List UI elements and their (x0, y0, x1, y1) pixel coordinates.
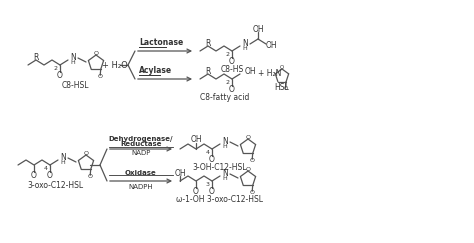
Text: + H₂N: + H₂N (258, 69, 282, 78)
Text: C8-fatty acid: C8-fatty acid (201, 93, 250, 102)
Text: N: N (60, 154, 66, 163)
Text: O: O (93, 51, 99, 56)
Text: O: O (193, 186, 199, 196)
Text: 3-OH-C12-HSL: 3-OH-C12-HSL (193, 163, 247, 172)
Text: H: H (61, 160, 65, 165)
Text: 3: 3 (206, 182, 210, 188)
Text: C8-HS: C8-HS (220, 64, 244, 73)
Text: O: O (88, 174, 93, 179)
Text: + H₂O: + H₂O (102, 61, 128, 69)
Text: N: N (222, 138, 228, 147)
Text: O: O (246, 135, 250, 140)
Text: O: O (83, 151, 89, 156)
Text: NADP: NADP (131, 150, 151, 156)
Text: O: O (98, 74, 103, 79)
Text: OH: OH (245, 68, 256, 77)
Text: NADPH: NADPH (128, 184, 153, 190)
Text: O: O (47, 171, 53, 180)
Text: 2: 2 (54, 67, 58, 71)
Text: 2: 2 (226, 52, 230, 58)
Text: H: H (71, 61, 75, 66)
Text: N: N (222, 170, 228, 179)
Text: C8-HSL: C8-HSL (61, 80, 89, 89)
Text: 3-oxo-C12-HSL: 3-oxo-C12-HSL (27, 181, 83, 190)
Text: Dehydrogenase/: Dehydrogenase/ (109, 136, 173, 142)
Text: OH: OH (190, 134, 202, 144)
Text: O: O (209, 186, 215, 196)
Text: O: O (250, 158, 255, 163)
Text: N: N (70, 53, 76, 62)
Text: H: H (223, 176, 228, 182)
Text: 4: 4 (206, 150, 210, 156)
Text: Lactonase: Lactonase (139, 38, 183, 47)
Text: OH: OH (266, 42, 278, 51)
Text: H: H (243, 46, 247, 52)
Text: ω-1-OH 3-oxo-C12-HSL: ω-1-OH 3-oxo-C12-HSL (176, 194, 264, 203)
Text: O: O (250, 190, 255, 195)
Text: R: R (33, 52, 39, 61)
Text: O: O (284, 86, 288, 91)
Text: N: N (242, 40, 248, 49)
Text: Acylase: Acylase (139, 66, 172, 75)
Text: O: O (57, 70, 63, 79)
Text: 2: 2 (226, 80, 230, 86)
Text: H: H (223, 145, 228, 149)
Text: R: R (205, 38, 210, 47)
Text: O: O (229, 85, 235, 94)
Text: 4: 4 (44, 166, 48, 172)
Text: HSL: HSL (274, 84, 289, 93)
Text: R: R (205, 67, 210, 76)
Text: O: O (31, 171, 37, 180)
Text: Reductase: Reductase (120, 141, 162, 147)
Text: OH: OH (174, 168, 186, 177)
Text: O: O (280, 65, 284, 70)
Text: O: O (246, 167, 250, 172)
Text: O: O (209, 155, 215, 164)
Text: O: O (229, 57, 235, 66)
Text: Oxidase: Oxidase (125, 170, 157, 176)
Text: OH: OH (252, 25, 264, 34)
